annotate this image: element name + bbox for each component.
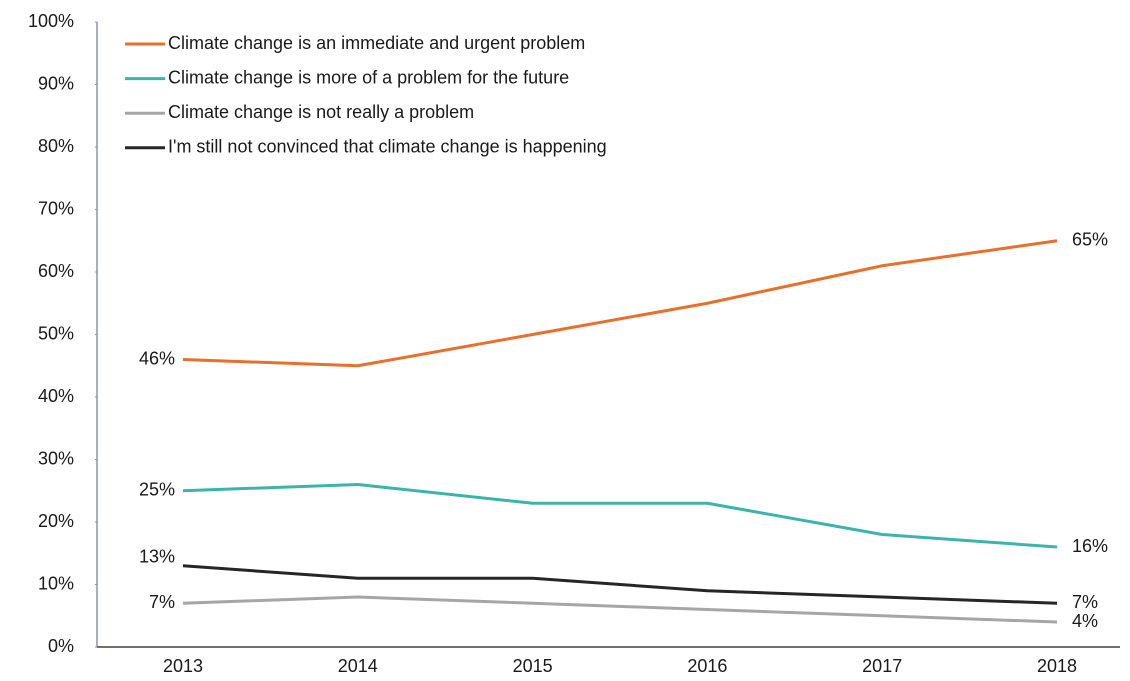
x-tick-label: 2018 [1037, 656, 1077, 676]
legend-label: Climate change is not really a problem [168, 102, 474, 122]
data-label: 13% [139, 547, 175, 567]
data-label: 25% [139, 480, 175, 500]
data-label: 46% [139, 348, 175, 368]
x-tick-label: 2015 [513, 656, 553, 676]
data-label: 4% [1072, 611, 1098, 631]
legend-label: Climate change is an immediate and urgen… [168, 33, 585, 53]
y-tick-label: 80% [38, 136, 74, 156]
x-tick-label: 2014 [338, 656, 378, 676]
y-tick-label: 60% [38, 261, 74, 281]
data-label: 16% [1072, 536, 1108, 556]
series-line [182, 595, 1058, 624]
y-tick-label: 100% [28, 11, 74, 31]
x-tick-label: 2013 [163, 656, 203, 676]
x-tick-label: 2017 [862, 656, 902, 676]
y-tick-label: 0% [48, 636, 74, 656]
series-line [182, 564, 1058, 605]
data-label: 65% [1072, 230, 1108, 250]
y-tick-label: 50% [38, 323, 74, 343]
y-tick-label: 10% [38, 573, 74, 593]
data-label: 7% [149, 592, 175, 612]
series-line [182, 483, 1058, 549]
x-tick-label: 2016 [687, 656, 727, 676]
y-tick-label: 70% [38, 198, 74, 218]
y-tick-label: 40% [38, 386, 74, 406]
data-label: 7% [1072, 592, 1098, 612]
series-line [182, 239, 1058, 368]
legend-label: I'm still not convinced that climate cha… [168, 137, 607, 157]
y-tick-label: 20% [38, 511, 74, 531]
y-tick-label: 30% [38, 448, 74, 468]
legend-label: Climate change is more of a problem for … [168, 67, 569, 87]
y-tick-label: 90% [38, 73, 74, 93]
